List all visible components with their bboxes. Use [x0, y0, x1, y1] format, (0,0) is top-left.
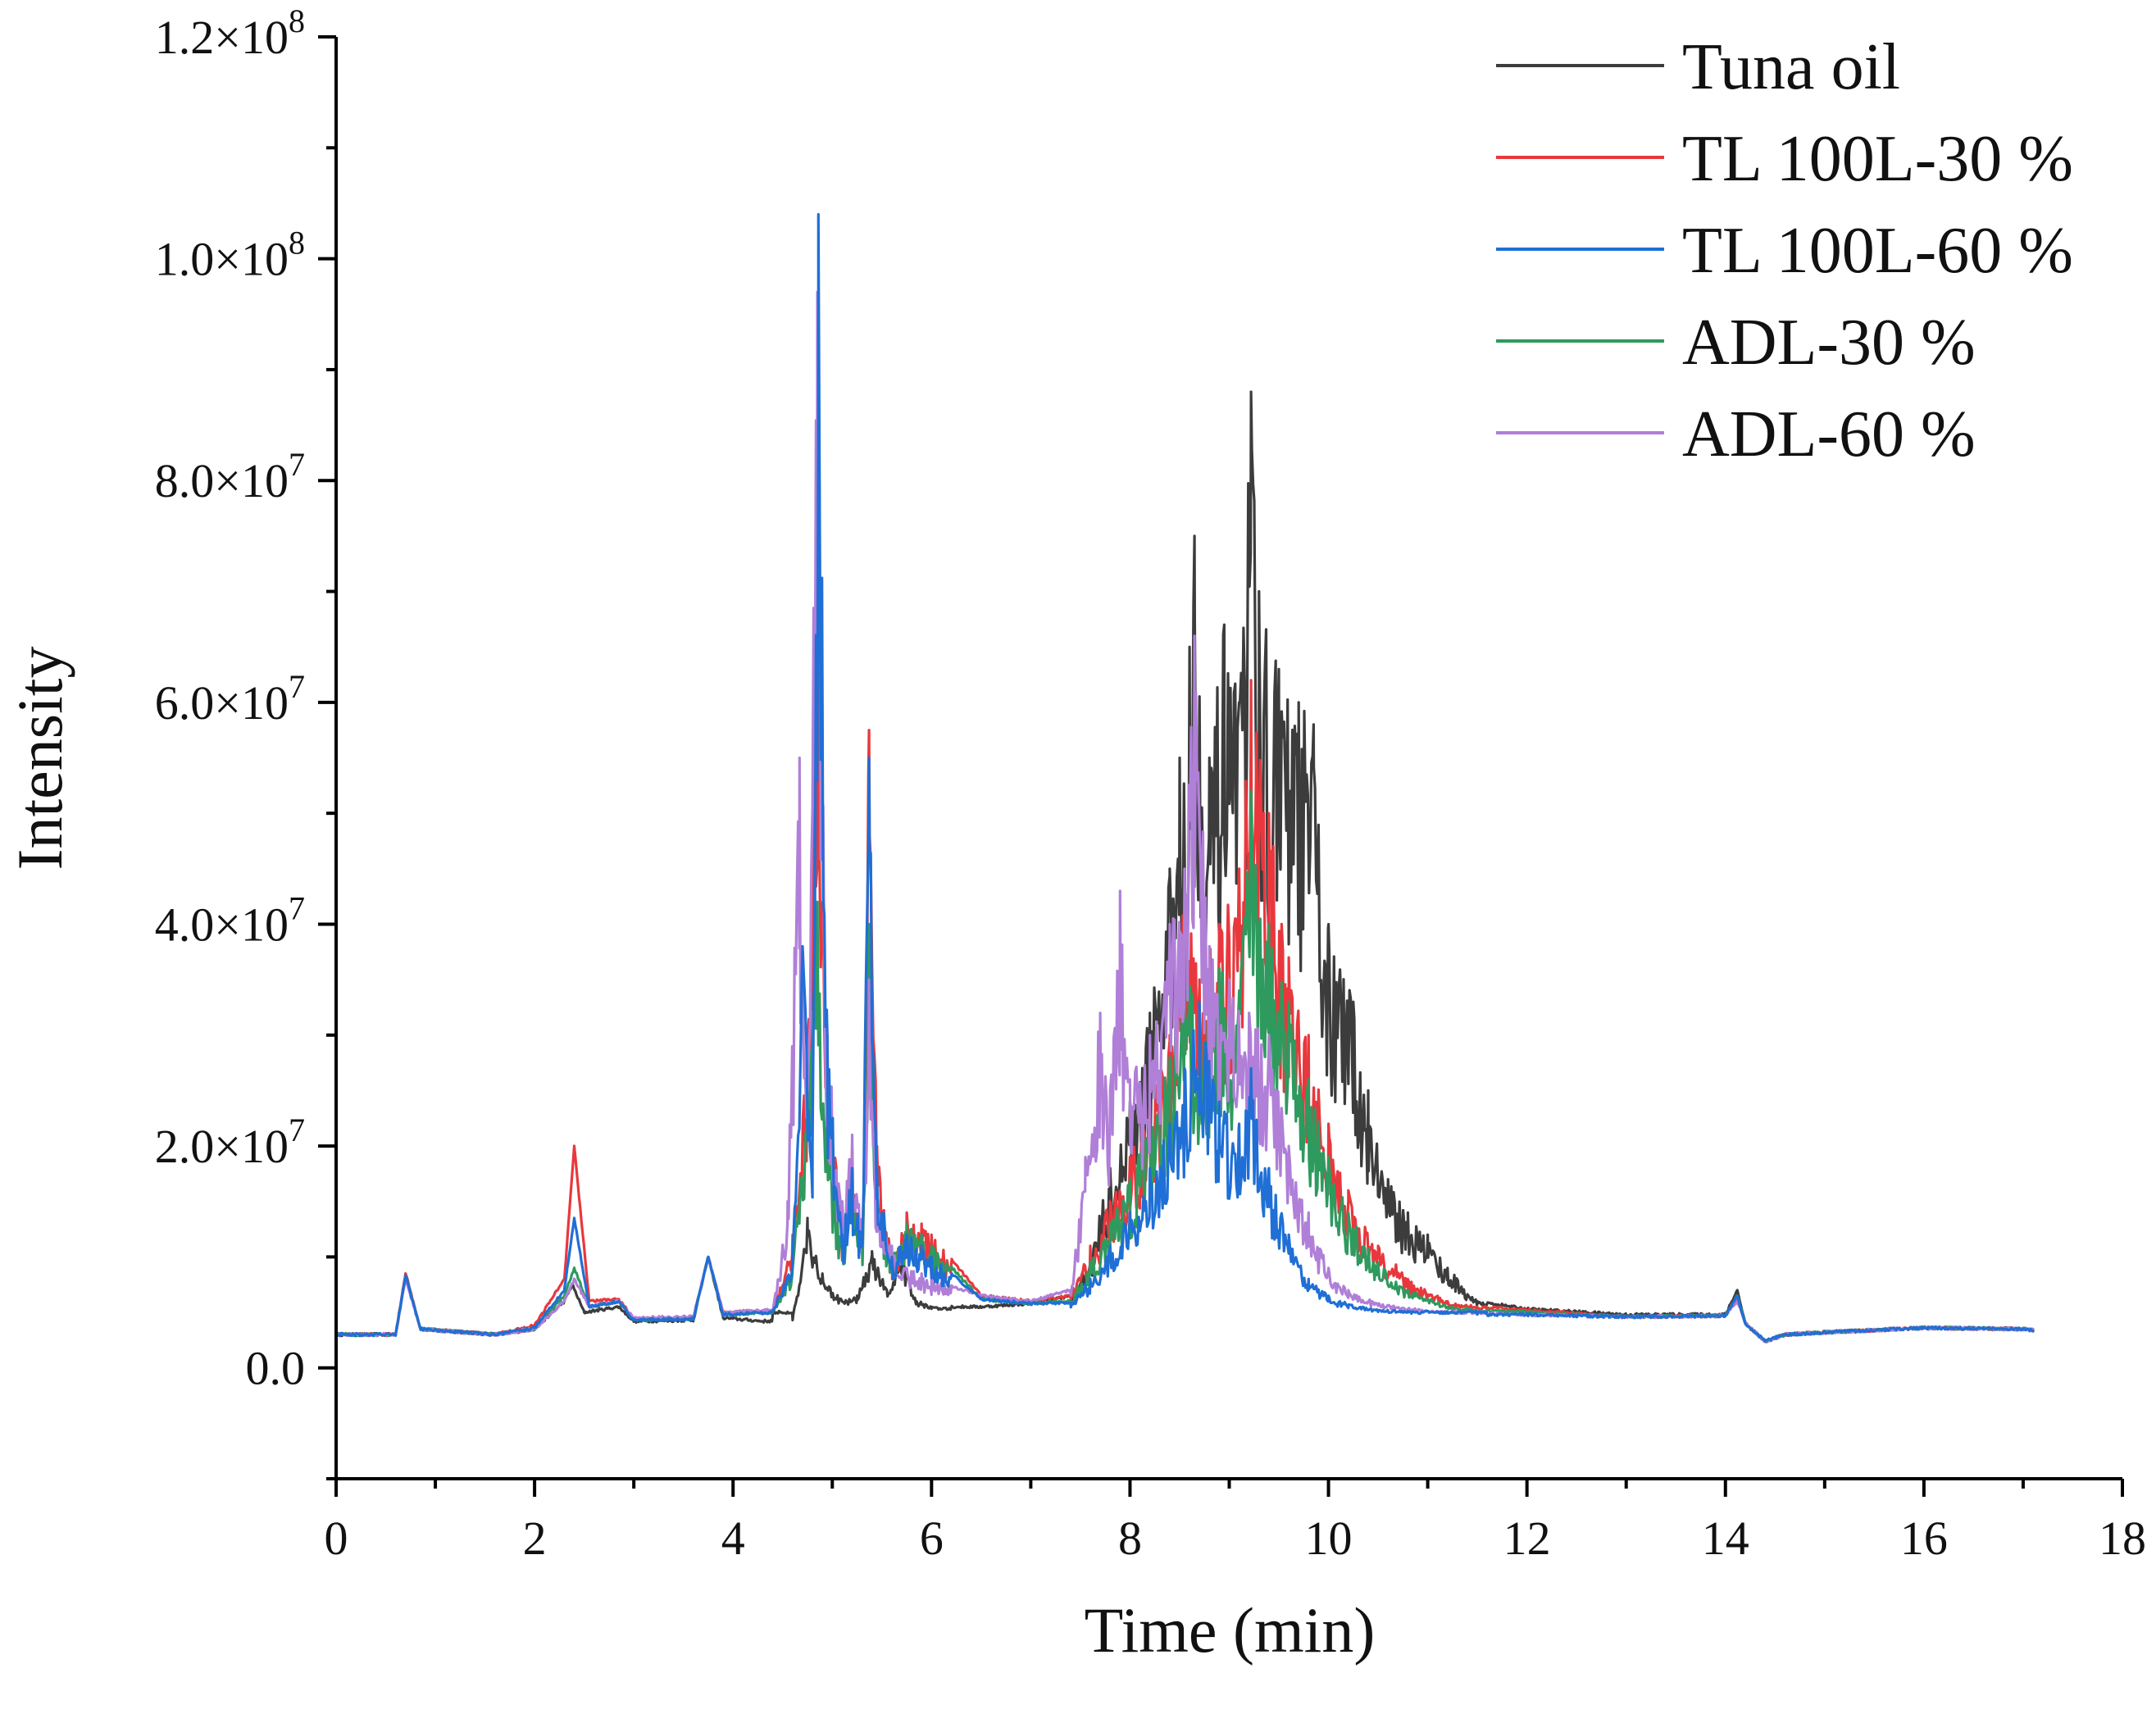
y-tick-label: 4.0×107 [155, 889, 305, 951]
y-tick-exponent: 7 [289, 1112, 305, 1148]
x-tick-label: 18 [2099, 1512, 2146, 1565]
y-tick-exponent: 8 [289, 2, 305, 39]
y-tick-mantissa: 4.0×10 [155, 898, 289, 951]
legend-label: Tuna oil [1682, 31, 1900, 103]
x-tick-label: 0 [325, 1512, 348, 1565]
y-tick-label: 8.0×107 [155, 446, 305, 507]
y-tick-exponent: 7 [289, 889, 305, 926]
y-tick-exponent: 8 [289, 225, 305, 261]
y-tick-label: 2.0×107 [155, 1112, 305, 1173]
y-tick-label: 1.0×108 [155, 225, 305, 286]
x-tick-label: 6 [920, 1512, 944, 1565]
legend-label: TL 100L-30 % [1682, 123, 2073, 195]
legend-label: ADL-60 % [1682, 398, 1976, 471]
x-tick-label: 16 [1900, 1512, 1948, 1565]
x-axis-title: Time (min) [1085, 1594, 1376, 1666]
series-line-0 [334, 390, 2035, 1343]
legend-label: TL 100L-60 % [1682, 215, 2073, 287]
y-tick-exponent: 7 [289, 446, 305, 483]
series-layer [334, 212, 2035, 1343]
y-tick-mantissa: 6.0×10 [155, 676, 289, 730]
y-tick-label: 1.2×108 [155, 2, 305, 64]
y-tick-label: 0.0 [246, 1342, 306, 1395]
x-tick-label: 8 [1118, 1512, 1142, 1565]
y-tick-mantissa: 1.2×10 [155, 11, 289, 64]
y-tick-label: 6.0×107 [155, 668, 305, 730]
y-tick-mantissa: 0.0 [246, 1342, 306, 1395]
y-tick-mantissa: 1.0×10 [155, 233, 289, 286]
y-axis-title: Intensity [4, 647, 75, 871]
y-tick-mantissa: 2.0×10 [155, 1120, 289, 1173]
x-tick-label: 12 [1503, 1512, 1551, 1565]
x-tick-label: 10 [1305, 1512, 1353, 1565]
x-tick-label: 4 [721, 1512, 745, 1565]
legend-label: ADL-30 % [1682, 307, 1976, 379]
y-tick-exponent: 7 [289, 668, 305, 705]
ticks-layer: 0 2 4 6 8 10 12 14 16 180.02.0×1074.0×1076.0×1078… [155, 2, 2146, 1565]
y-tick-mantissa: 8.0×10 [155, 454, 289, 507]
x-tick-label: 14 [1702, 1512, 1749, 1565]
legend: Tuna oil TL 100L-30 % TL 100L-60 % ADL-30 %… [1496, 31, 2073, 471]
x-tick-label: 2 [523, 1512, 547, 1565]
series-line-2 [334, 212, 2035, 1343]
